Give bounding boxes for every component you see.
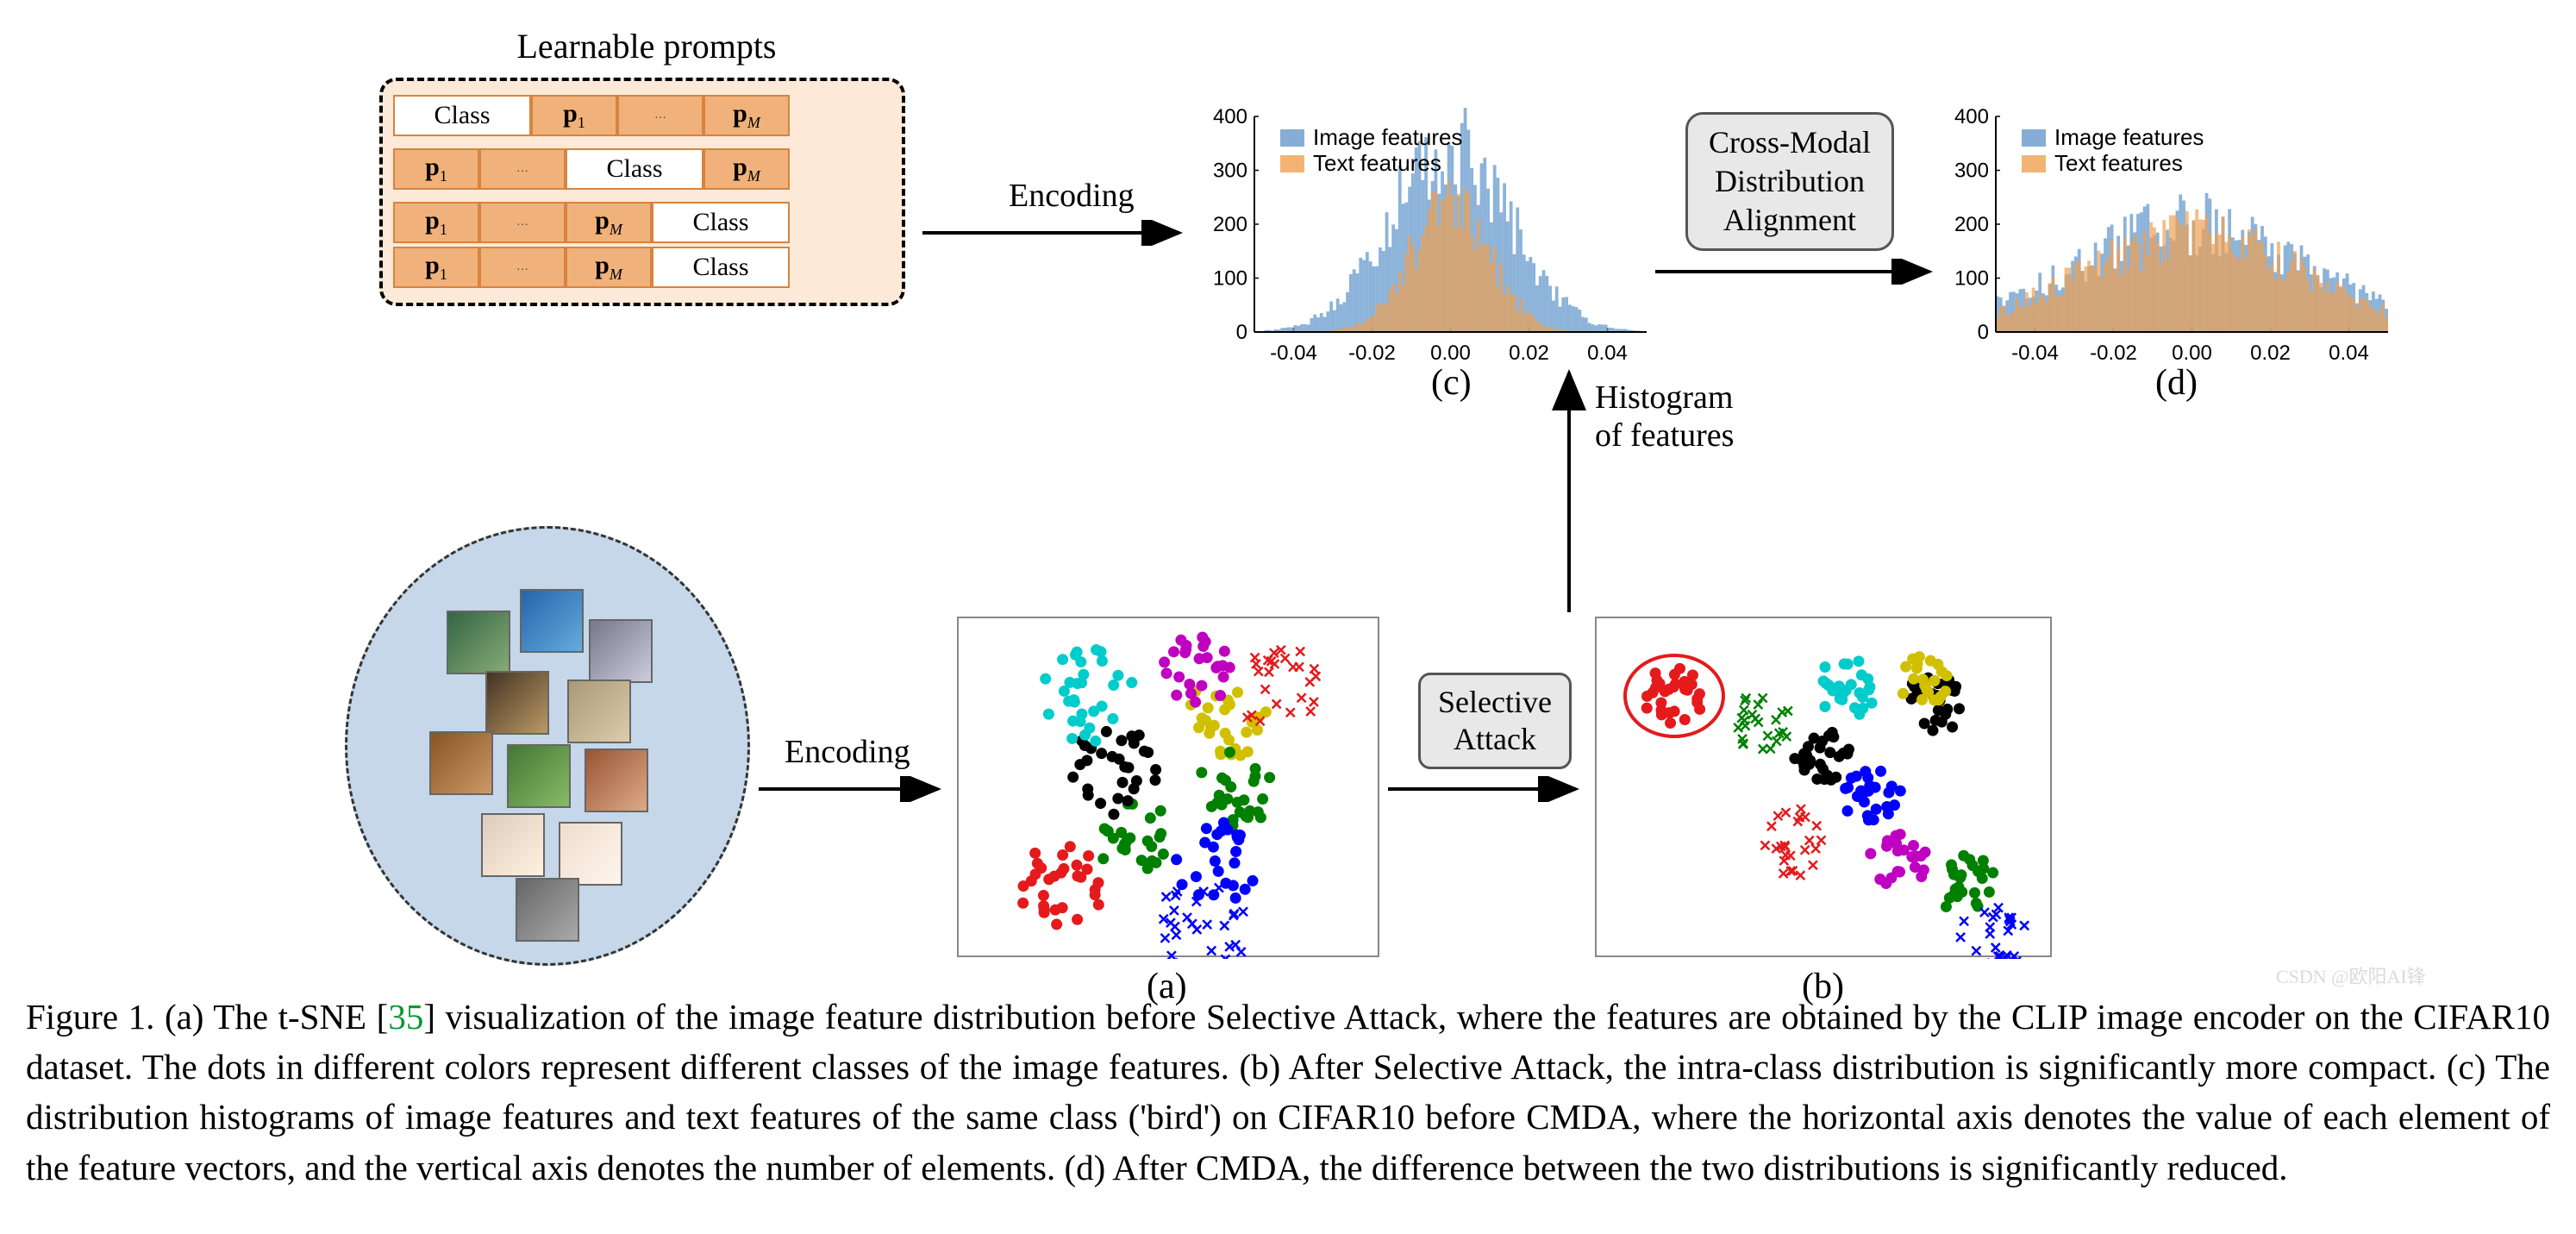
class-token: Class [393, 95, 531, 136]
sample-thumbnail [559, 822, 622, 886]
prompt-token: … [617, 95, 703, 136]
cmda-text: Cross-Modal Distribution Alignment [1709, 125, 1871, 237]
sample-thumbnail [589, 619, 653, 683]
image-samples-ellipse [345, 526, 750, 966]
label-c: (c) [1431, 362, 1472, 404]
svg-text:Text features: Text features [1313, 150, 1441, 176]
sample-thumbnail [585, 749, 648, 812]
svg-text:-0.02: -0.02 [1348, 341, 1396, 365]
sample-thumbnail [567, 680, 631, 743]
svg-text:0.00: 0.00 [1430, 341, 1471, 365]
svg-text:Text features: Text features [2054, 150, 2183, 176]
svg-text:-0.04: -0.04 [2011, 341, 2059, 365]
svg-text:0.04: 0.04 [2329, 341, 2369, 365]
caption-prefix: Figure 1. (a) The t-SNE [ [26, 997, 388, 1037]
prompt-token: … [479, 247, 566, 288]
prompt-token: pM [566, 247, 652, 288]
sample-thumbnail [520, 589, 584, 653]
svg-text:100: 100 [1954, 267, 1989, 291]
arrow-hist-features [1552, 362, 1586, 621]
label-d: (d) [2155, 362, 2198, 404]
svg-text:200: 200 [1954, 213, 1989, 236]
diagram-area: Learnable prompts Classp1…pMp1…ClasspMp1… [17, 17, 2559, 983]
svg-text:100: 100 [1213, 267, 1247, 291]
sample-thumbnail [485, 671, 549, 735]
watermark: CSDN @欧阳AI锋 [2276, 962, 2426, 989]
svg-text:400: 400 [1954, 108, 1989, 128]
encoding-label-bottom: Encoding [785, 733, 910, 771]
prompt-token: pM [703, 148, 790, 190]
svg-text:0.00: 0.00 [2172, 341, 2212, 365]
svg-text:0.02: 0.02 [2250, 341, 2291, 365]
prompt-token: … [479, 148, 566, 190]
scatter-b [1595, 617, 2052, 957]
prompts-title: Learnable prompts [474, 26, 819, 66]
arrow-encoding-bottom [759, 776, 948, 802]
svg-text:Image features: Image features [2054, 124, 2204, 150]
label-b: (b) [1802, 966, 1844, 1007]
prompt-token: pM [703, 95, 790, 136]
svg-text:300: 300 [1213, 160, 1247, 183]
histogram-d: 0 100 200 300 400 -0.04 -0.02 0.00 0.02 0.04 Image… [1948, 108, 2397, 366]
prompt-token: p1 [393, 148, 479, 190]
prompt-row: p1…ClasspM [393, 148, 891, 190]
svg-text:200: 200 [1213, 213, 1247, 236]
svg-text:0.04: 0.04 [1587, 341, 1628, 365]
figure-container: Learnable prompts Classp1…pMp1…ClasspMp1… [17, 17, 2559, 1193]
svg-text:-0.04: -0.04 [1270, 341, 1317, 365]
class-token: Class [652, 247, 790, 288]
prompt-row: p1…pMClass [393, 202, 891, 243]
prompt-token: p1 [531, 95, 617, 136]
svg-text:0: 0 [1236, 321, 1247, 344]
cmda-box: Cross-Modal Distribution Alignment [1685, 112, 1894, 251]
scatter-a [957, 617, 1379, 957]
hist-features-label: Histogram of features [1595, 379, 1734, 454]
prompt-token: p1 [393, 202, 479, 243]
svg-text:-0.02: -0.02 [2090, 341, 2137, 365]
prompt-token: … [479, 202, 566, 243]
arrow-encoding-top [922, 220, 1190, 246]
prompt-token: p1 [393, 247, 479, 288]
class-token: Class [652, 202, 790, 243]
sample-thumbnail [429, 731, 493, 795]
encoding-label-top: Encoding [1009, 177, 1135, 215]
prompt-row: Classp1…pM [393, 95, 891, 136]
sample-thumbnail [516, 878, 579, 942]
prompt-row: p1…pMClass [393, 247, 891, 288]
svg-text:0.02: 0.02 [1509, 341, 1549, 365]
sample-thumbnail [507, 744, 571, 808]
figure-caption: Figure 1. (a) The t-SNE [35] visualizati… [17, 992, 2559, 1193]
selective-attack-box: Selective Attack [1418, 673, 1572, 769]
histogram-c: 0 100 200 300 400 -0.04 -0.02 0.00 0.02 0.04 Image… [1207, 108, 1655, 366]
svg-text:Image features: Image features [1313, 124, 1462, 150]
prompt-token: pM [566, 202, 652, 243]
label-a: (a) [1147, 966, 1187, 1007]
svg-text:0: 0 [1978, 321, 1989, 344]
svg-text:400: 400 [1213, 108, 1247, 128]
arrow-cmda [1655, 259, 1940, 285]
svg-text:300: 300 [1954, 160, 1989, 183]
class-token: Class [566, 148, 703, 190]
sample-thumbnail [447, 611, 510, 674]
citation-link[interactable]: 35 [388, 997, 423, 1037]
sample-thumbnail [481, 813, 545, 877]
learnable-prompts-box: Classp1…pMp1…ClasspMp1…pMClassp1…pMClass [379, 78, 905, 306]
arrow-selective-attack [1388, 776, 1586, 802]
